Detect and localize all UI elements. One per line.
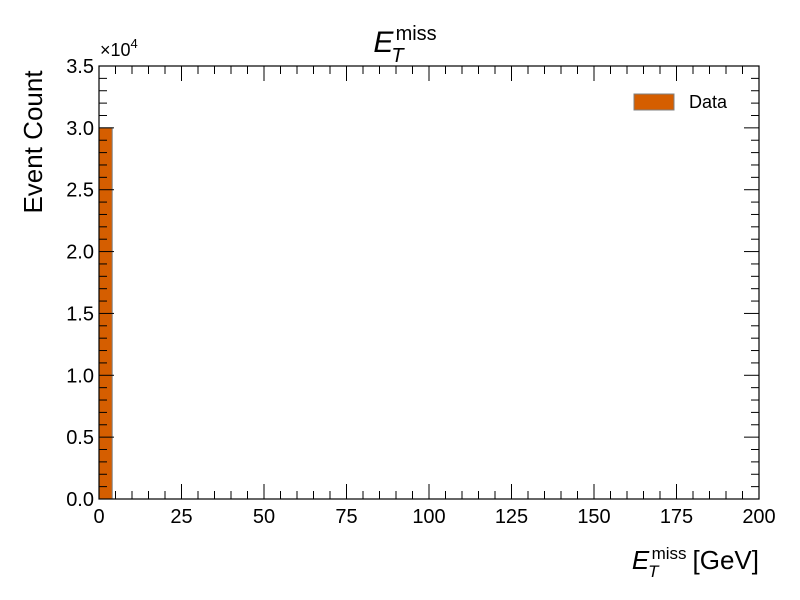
- x-label-unit: [GeV]: [693, 545, 759, 575]
- x-tick-label: 100: [412, 506, 445, 528]
- x-tick-label: 50: [253, 506, 275, 528]
- x-tick-label: 200: [742, 506, 775, 528]
- title-subscript: T: [391, 45, 405, 67]
- x-tick-labels: 0 25 50 75 100 125 150 175 200: [93, 506, 775, 528]
- y-axis-label: Event Count: [18, 70, 48, 214]
- y-offset-label: ×104: [100, 36, 138, 60]
- x-tick-label: 0: [93, 506, 104, 528]
- y-offset-exponent: 4: [131, 36, 138, 51]
- plot-title: ETmiss: [373, 23, 436, 67]
- legend: Data: [633, 92, 728, 112]
- legend-label: Data: [689, 92, 728, 112]
- y-tick-labels: 0.0 0.5 1.0 1.5 2.0 2.5 3.0 3.5: [66, 56, 94, 511]
- x-tick-label: 125: [495, 506, 528, 528]
- y-tick-label: 0.0: [66, 489, 94, 511]
- minor-ticks: [99, 66, 759, 499]
- title-symbol: E: [373, 26, 394, 59]
- y-tick-label: 1.5: [66, 303, 94, 325]
- x-tick-label: 150: [577, 506, 610, 528]
- x-label-subscript: T: [648, 562, 660, 581]
- svg-text:ETmiss: ETmiss: [373, 23, 436, 67]
- y-tick-label: 2.0: [66, 242, 94, 264]
- x-tick-label: 25: [170, 506, 192, 528]
- y-tick-label: 3.0: [66, 118, 94, 140]
- svg-text:ETmiss[GeV]: ETmiss [GeV]: [632, 544, 759, 581]
- y-tick-label: 0.5: [66, 427, 94, 449]
- x-label-symbol: E: [632, 545, 650, 575]
- title-superscript: miss: [396, 23, 437, 45]
- legend-swatch: [633, 93, 675, 111]
- major-ticks: [98, 65, 760, 500]
- x-tick-label: 175: [660, 506, 693, 528]
- x-tick-label: 75: [335, 506, 357, 528]
- x-axis-title: ETmiss [GeV]: [632, 544, 759, 581]
- y-axis-title: Event Count: [18, 70, 48, 214]
- y-tick-label: 2.5: [66, 180, 94, 202]
- y-tick-label: 1.0: [66, 365, 94, 387]
- plot-frame: [98, 65, 760, 500]
- x-label-superscript: miss: [652, 544, 687, 563]
- svg-text:×104: ×104: [100, 36, 138, 60]
- y-offset-base: ×10: [100, 40, 131, 60]
- y-tick-label: 3.5: [66, 56, 94, 78]
